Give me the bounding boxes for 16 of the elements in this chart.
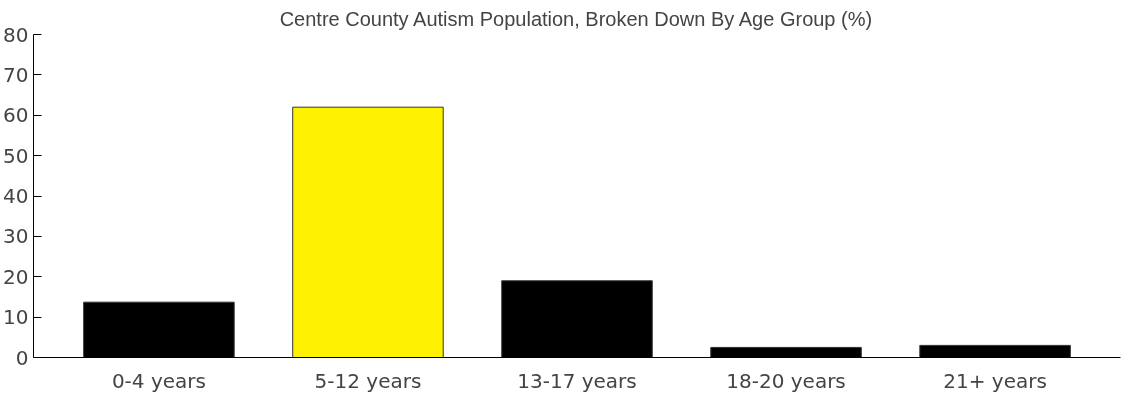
y-tick-label: 50 (3, 143, 29, 168)
chart-title: Centre County Autism Population, Broken Down By Age Group (%) (279, 7, 873, 30)
y-tick-label: 10 (3, 305, 29, 330)
x-tick-label: 21+ years (943, 368, 1047, 393)
x-tick-label: 5-12 years (314, 368, 422, 393)
y-tick-label: 30 (3, 224, 29, 249)
y-tick-label: 20 (3, 264, 29, 289)
x-tick-label: 18-20 years (726, 368, 846, 393)
y-tick-label: 60 (3, 103, 29, 128)
x-tick-label: 13-17 years (517, 368, 637, 393)
bar (292, 106, 444, 358)
y-tick-label: 40 (3, 184, 29, 208)
y-tick-label: 80 (3, 22, 29, 47)
x-tick-label: 0-4 years (111, 368, 206, 393)
y-tick-label: 0 (15, 345, 29, 370)
y-tick-label: 70 (3, 62, 29, 87)
